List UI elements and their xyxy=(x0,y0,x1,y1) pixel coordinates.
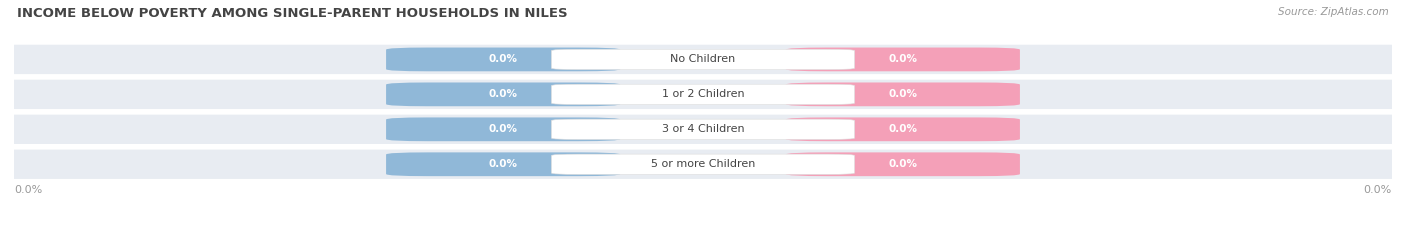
FancyBboxPatch shape xyxy=(387,48,620,71)
FancyBboxPatch shape xyxy=(7,45,1399,74)
Text: 0.0%: 0.0% xyxy=(1364,185,1392,195)
Text: Source: ZipAtlas.com: Source: ZipAtlas.com xyxy=(1278,7,1389,17)
FancyBboxPatch shape xyxy=(387,152,620,176)
Text: 1 or 2 Children: 1 or 2 Children xyxy=(662,89,744,99)
FancyBboxPatch shape xyxy=(551,84,855,105)
Text: 0.0%: 0.0% xyxy=(489,55,517,64)
Text: 0.0%: 0.0% xyxy=(14,185,42,195)
Text: 0.0%: 0.0% xyxy=(889,89,917,99)
FancyBboxPatch shape xyxy=(387,117,620,141)
FancyBboxPatch shape xyxy=(786,117,1019,141)
FancyBboxPatch shape xyxy=(786,48,1019,71)
Text: 5 or more Children: 5 or more Children xyxy=(651,159,755,169)
FancyBboxPatch shape xyxy=(387,82,620,106)
FancyBboxPatch shape xyxy=(786,152,1019,176)
Text: 0.0%: 0.0% xyxy=(889,159,917,169)
Text: 3 or 4 Children: 3 or 4 Children xyxy=(662,124,744,134)
FancyBboxPatch shape xyxy=(7,80,1399,109)
FancyBboxPatch shape xyxy=(7,150,1399,179)
FancyBboxPatch shape xyxy=(7,115,1399,144)
FancyBboxPatch shape xyxy=(551,154,855,174)
Text: 0.0%: 0.0% xyxy=(489,89,517,99)
Text: 0.0%: 0.0% xyxy=(489,124,517,134)
Text: 0.0%: 0.0% xyxy=(889,124,917,134)
Text: 0.0%: 0.0% xyxy=(489,159,517,169)
Text: No Children: No Children xyxy=(671,55,735,64)
Text: 0.0%: 0.0% xyxy=(889,55,917,64)
Text: INCOME BELOW POVERTY AMONG SINGLE-PARENT HOUSEHOLDS IN NILES: INCOME BELOW POVERTY AMONG SINGLE-PARENT… xyxy=(17,7,568,20)
FancyBboxPatch shape xyxy=(551,119,855,139)
FancyBboxPatch shape xyxy=(786,82,1019,106)
FancyBboxPatch shape xyxy=(551,49,855,69)
